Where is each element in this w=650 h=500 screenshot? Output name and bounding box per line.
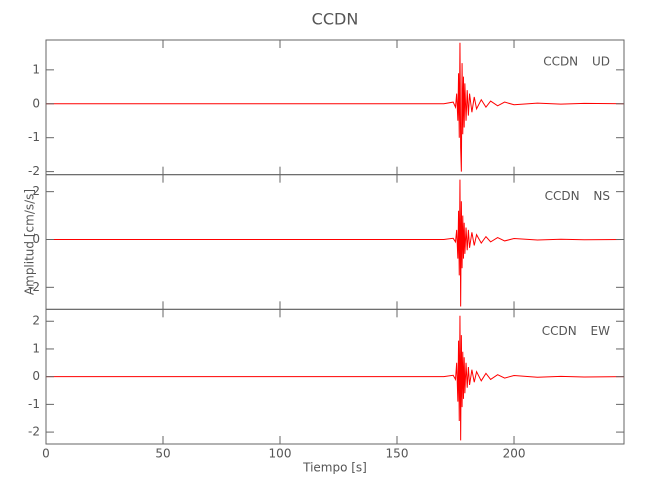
y-tick-label: 0	[32, 232, 40, 246]
panel-label: CCDN NS	[545, 189, 610, 203]
y-axis-label: Amplitud [cm/s/s]	[23, 189, 37, 295]
y-tick-label: -2	[28, 280, 40, 294]
x-tick-label: 200	[503, 447, 526, 461]
y-tick-label: 0	[32, 96, 40, 110]
y-tick-label: 2	[32, 184, 40, 198]
panel-frame	[45, 174, 625, 310]
chart-title: CCDN	[312, 10, 359, 29]
x-tick-label: 100	[269, 447, 292, 461]
y-tick-label: -1	[28, 397, 40, 411]
panel-label: CCDN EW	[542, 324, 610, 338]
waveform	[46, 42, 625, 172]
x-tick-label: 50	[155, 447, 170, 461]
y-tick-label: 1	[32, 341, 40, 355]
waveform	[46, 315, 625, 441]
panel-frame	[45, 39, 625, 176]
y-tick-label: 2	[32, 314, 40, 328]
y-tick-label: 0	[32, 369, 40, 383]
x-tick-label: 150	[386, 447, 409, 461]
x-axis-label: Tiempo [s]	[302, 461, 367, 475]
y-tick-label: -2	[28, 425, 40, 439]
y-tick-label: 1	[32, 62, 40, 76]
waveform	[46, 179, 625, 307]
y-tick-label: -1	[28, 130, 40, 144]
y-tick-label: -2	[28, 164, 40, 178]
x-tick-label: 0	[42, 447, 50, 461]
panel-label: CCDN UD	[543, 55, 610, 69]
